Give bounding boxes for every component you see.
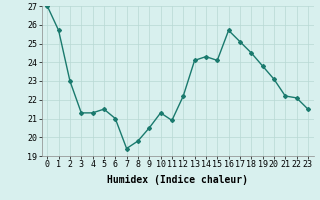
X-axis label: Humidex (Indice chaleur): Humidex (Indice chaleur) [107, 175, 248, 185]
